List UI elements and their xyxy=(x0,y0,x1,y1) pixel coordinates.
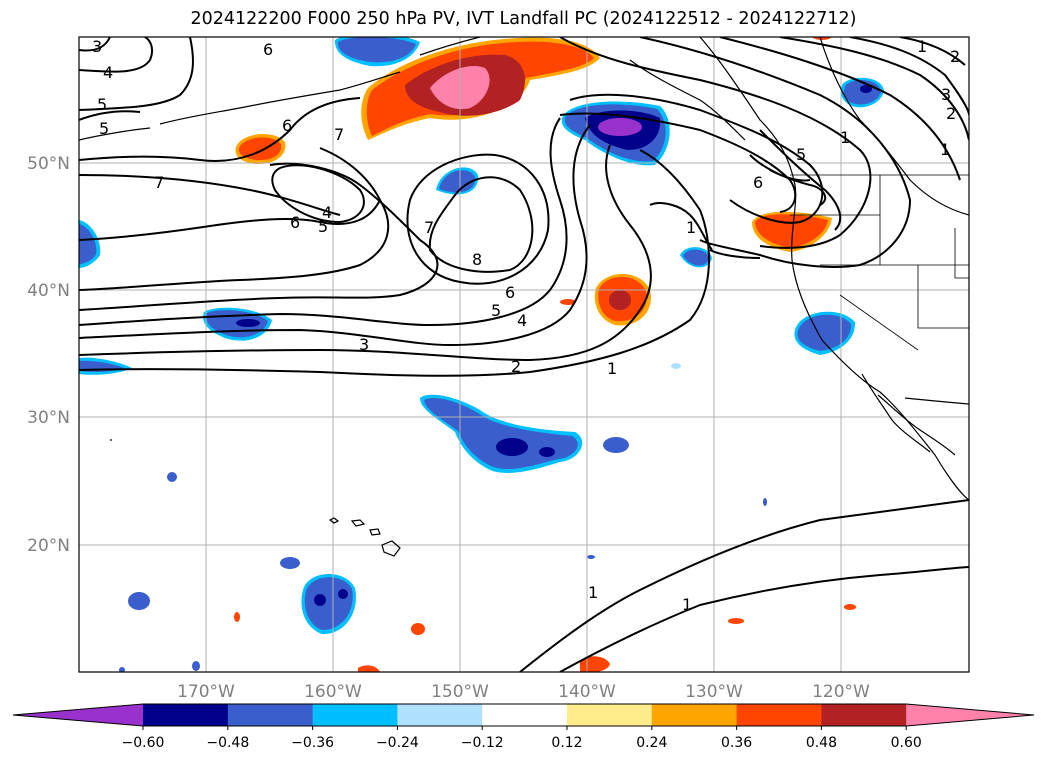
colorbar-extend-left xyxy=(13,704,143,726)
colorbar-tick-label: 0.48 xyxy=(806,735,837,751)
lon-label: 170°W xyxy=(177,682,235,702)
colorbar-extend-right xyxy=(906,704,1034,726)
colorbar-segment xyxy=(482,704,568,726)
contour-label: 2 xyxy=(950,47,960,66)
contour-label: 4 xyxy=(517,311,527,330)
contour-label: 5 xyxy=(796,145,806,164)
contour-label: 7 xyxy=(154,173,164,192)
colorbar-segment xyxy=(821,704,907,726)
contour-label: 1 xyxy=(917,37,927,56)
contour-label: 5 xyxy=(318,217,328,236)
pv-contours xyxy=(79,37,969,672)
contour-label: 6 xyxy=(290,213,300,232)
lon-label: 130°W xyxy=(685,682,743,702)
lat-label: 50°N xyxy=(27,154,70,174)
colorbar: −0.60 −0.48 −0.36 −0.24 −0.12 0.12 0.24 0.36 0.4… xyxy=(12,703,1035,751)
contour-label: 6 xyxy=(282,116,292,135)
graticule xyxy=(79,37,969,672)
colorbar-tick-label: −0.12 xyxy=(461,735,504,751)
contour-label: 4 xyxy=(322,203,332,222)
colorbar-tick-label: −0.60 xyxy=(122,735,165,751)
contour-label: 5 xyxy=(97,95,107,114)
contour-label: 4 xyxy=(103,63,113,82)
colorbar-segment xyxy=(567,704,653,726)
contour-label: 1 xyxy=(940,140,950,159)
positive-anomaly-gulf xyxy=(361,37,600,141)
colorbar-segment xyxy=(227,704,314,726)
negative-anomaly-mid xyxy=(436,167,479,195)
negative-anomaly-coast xyxy=(680,77,884,355)
contour-label: 8 xyxy=(472,250,482,269)
contour-labels: 3 4 5 5 6 6 7 7 6 4 5 7 8 6 5 4 3 2 1 1 … xyxy=(92,37,960,614)
colorbar-tick-label: 0.12 xyxy=(551,735,582,751)
contour-label: 1 xyxy=(607,359,617,378)
colorbar-segment xyxy=(397,704,483,726)
lat-label: 30°N xyxy=(27,408,70,428)
contour-label: 2 xyxy=(946,104,956,123)
contour-label: 6 xyxy=(753,173,763,192)
contour-label: 1 xyxy=(686,218,696,237)
lon-label: 140°W xyxy=(558,682,616,702)
colorbar-tick-label: 0.36 xyxy=(721,735,752,751)
contour-label: 1 xyxy=(682,595,692,614)
lon-label: 150°W xyxy=(431,682,489,702)
colorbar-tick-label: 0.24 xyxy=(636,735,667,751)
lat-label: 40°N xyxy=(27,281,70,301)
colorbar-segment xyxy=(651,704,738,726)
colorbar-tick-label: −0.36 xyxy=(291,735,334,751)
contour-label: 3 xyxy=(359,335,369,354)
contour-label: 1 xyxy=(840,128,850,147)
colorbar-segment xyxy=(143,704,229,726)
negative-anomaly-subtropical xyxy=(420,394,583,473)
colorbar-tick-label: 0.60 xyxy=(891,735,922,751)
colorbar-segment xyxy=(312,704,398,726)
colorbar-tick-label: −0.48 xyxy=(206,735,249,751)
contour-label: 3 xyxy=(941,85,951,104)
colorbar-tick-label: −0.24 xyxy=(376,735,419,751)
lon-label: 120°W xyxy=(812,682,870,702)
negative-anomaly-small xyxy=(119,363,767,672)
positive-anomaly-ne-pacific xyxy=(594,274,651,326)
contour-label: 7 xyxy=(424,218,434,237)
contour-label: 2 xyxy=(511,357,521,376)
contour-label: 6 xyxy=(263,40,273,59)
negative-anomaly-aleutian xyxy=(334,37,420,67)
latitude-labels: 50°N 40°N 30°N 20°N xyxy=(27,154,70,556)
lat-label: 20°N xyxy=(27,536,70,556)
contour-label: 1 xyxy=(588,583,598,602)
map-frame xyxy=(78,36,970,673)
contour-label: 5 xyxy=(99,119,109,138)
contour-label: 6 xyxy=(505,283,515,302)
plot-title: 2024122200 F000 250 hPa PV, IVT Landfall… xyxy=(190,9,857,29)
positive-anomaly-coast xyxy=(752,211,832,252)
longitude-labels: 170°W 160°W 150°W 140°W 130°W 120°W xyxy=(177,682,870,702)
lon-label: 160°W xyxy=(304,682,362,702)
contour-label: 5 xyxy=(491,301,501,320)
colorbar-segment xyxy=(736,704,822,726)
state-borders xyxy=(790,174,969,351)
negative-anomaly-hawaii-south xyxy=(301,573,356,635)
contour-label: 7 xyxy=(334,125,344,144)
contour-label: 3 xyxy=(92,37,102,56)
